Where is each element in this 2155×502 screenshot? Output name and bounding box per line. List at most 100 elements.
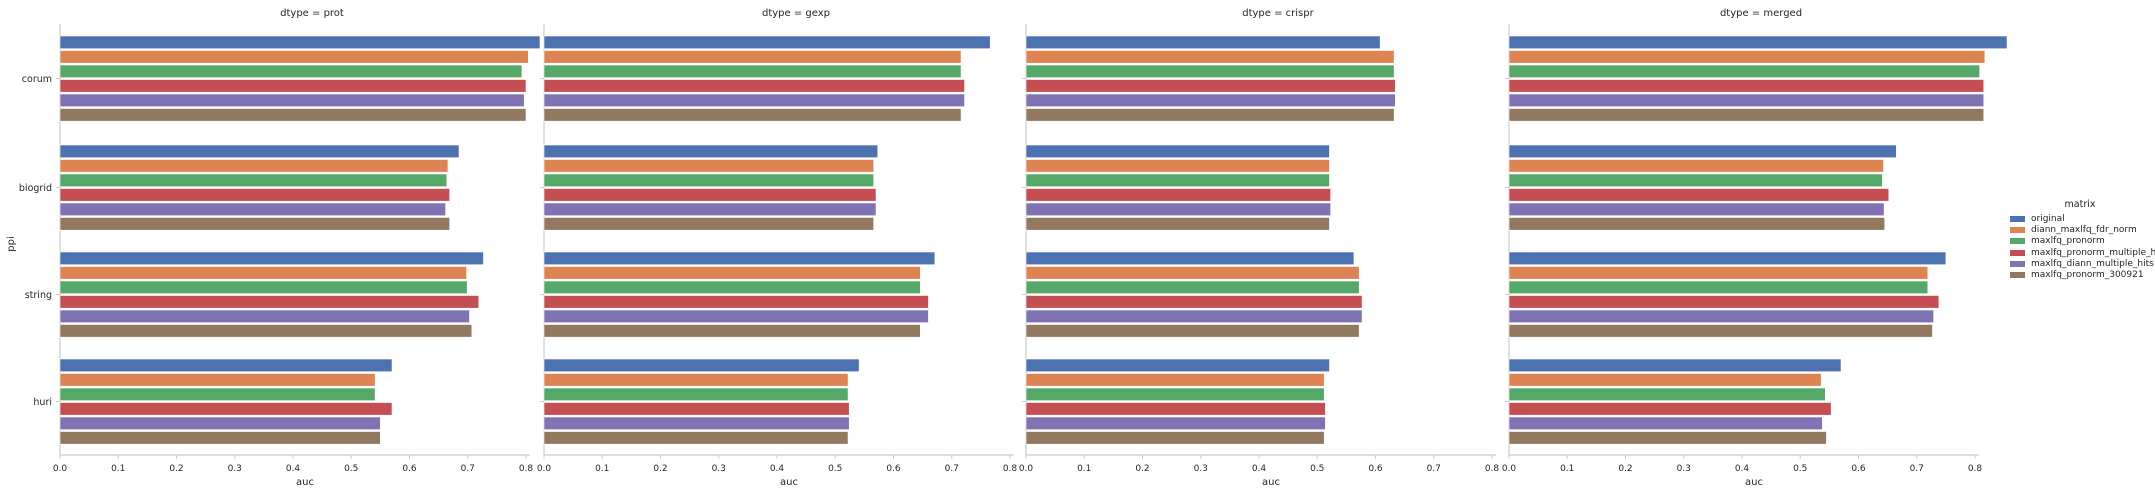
bar-prot-corum-maxlfq_pronorm_multiple_hits [59,79,527,93]
x-tick-label: 0.7 [1427,464,1441,474]
bar-prot-corum-maxlfq_pronorm_300921 [59,108,527,122]
x-tick-label: 0.7 [461,464,475,474]
x-tick-label: 0.3 [712,464,726,474]
bar-prot-huri-maxlfq_pronorm_multiple_hits [59,402,393,416]
x-tick-label: 0.8 [1003,464,1018,474]
bar-gexp-huri-maxlfq_pronorm_300921 [543,431,849,445]
x-tick-label: 0.6 [1368,464,1383,474]
bar-crispr-huri-maxlfq_diann_multiple_hits [1025,416,1326,430]
bar-merged-corum-diann_maxlfq_fdr_norm [1508,50,1986,64]
y-tick-label-corum: corum [22,74,52,85]
bar-prot-corum-maxlfq_diann_multiple_hits [59,93,525,107]
legend-items: original diann_maxlfq_fdr_norm maxlfq_pron… [2010,213,2155,281]
bar-gexp-string-maxlfq_pronorm_multiple_hits [543,295,929,309]
facet-panel-prot [56,24,541,459]
x-tick-label: 0.0 [537,464,552,474]
legend-title: matrix [2064,199,2096,210]
bar-merged-biogrid-maxlfq_pronorm_300921 [1508,217,1886,231]
bar-prot-corum-diann_maxlfq_fdr_norm [59,50,529,64]
bar-gexp-huri-maxlfq_pronorm [543,387,849,401]
x-axis-label: auc [780,477,798,488]
bar-crispr-corum-maxlfq_diann_multiple_hits [1025,93,1396,107]
legend-item: original [2010,213,2150,224]
bar-crispr-string-maxlfq_pronorm_multiple_hits [1025,295,1363,309]
legend-item: maxlfq_diann_multiple_hits [2010,258,2154,269]
bar-prot-corum-maxlfq_pronorm [59,64,523,78]
x-tick-label: 0.8 [1968,464,1983,474]
y-tick-label-huri: huri [33,397,52,408]
bar-gexp-corum-maxlfq_diann_multiple_hits [543,93,965,107]
bar-prot-string-maxlfq_pronorm_300921 [59,324,473,338]
bar-prot-string-maxlfq_diann_multiple_hits [59,309,470,323]
legend-swatch [2010,238,2025,245]
x-tick-label: 0.4 [1252,464,1267,474]
bar-crispr-string-maxlfq_pronorm_300921 [1025,324,1360,338]
bar-gexp-corum-diann_maxlfq_fdr_norm [543,50,962,64]
bar-merged-string-maxlfq_diann_multiple_hits [1508,309,1934,323]
legend-swatch [2010,226,2025,233]
x-tick-label: 0.6 [886,464,901,474]
bar-gexp-huri-diann_maxlfq_fdr_norm [543,373,849,387]
x-tick-label: 0.5 [1310,464,1324,474]
legend-item: maxlfq_pronorm_300921 [2010,269,2150,280]
bar-gexp-string-original [543,251,936,265]
x-tick-label: 0.6 [1851,464,1866,474]
bar-crispr-string-maxlfq_diann_multiple_hits [1025,309,1363,323]
legend-item: maxlfq_pronorm_multiple_hits [2010,247,2155,258]
bar-gexp-huri-original [543,358,860,372]
bar-prot-corum-original [59,35,541,49]
bar-gexp-string-diann_maxlfq_fdr_norm [543,266,921,280]
x-tick-label: 0.7 [1910,464,1924,474]
bar-crispr-biogrid-maxlfq_pronorm_300921 [1025,217,1330,231]
legend-swatch [2010,272,2025,279]
bar-merged-huri-maxlfq_pronorm_300921 [1508,431,1827,445]
x-tick-label: 0.0 [53,464,68,474]
bar-gexp-corum-original [543,35,991,49]
x-tick-label: 0.2 [1618,464,1632,474]
bar-prot-biogrid-original [59,144,460,158]
bar-crispr-string-original [1025,251,1355,265]
bar-prot-string-maxlfq_pronorm [59,280,468,294]
bar-merged-corum-maxlfq_pronorm_300921 [1508,108,1985,122]
x-axis-label: auc [1262,477,1280,488]
bar-prot-huri-maxlfq_pronorm [59,387,376,401]
legend-swatch [2010,215,2025,222]
bar-crispr-biogrid-original [1025,144,1330,158]
bar-prot-huri-diann_maxlfq_fdr_norm [59,373,376,387]
bar-crispr-biogrid-maxlfq_diann_multiple_hits [1025,202,1331,216]
x-tick-label: 0.4 [1735,464,1750,474]
x-tick-label: 0.3 [1677,464,1691,474]
bar-gexp-string-maxlfq_pronorm [543,280,921,294]
legend-label: maxlfq_pronorm [2031,236,2105,247]
bar-merged-biogrid-original [1508,144,1897,158]
bar-prot-biogrid-diann_maxlfq_fdr_norm [59,159,449,173]
x-tick-label: 0.1 [1560,464,1574,474]
x-tick-label: 0.0 [1019,464,1034,474]
bar-gexp-huri-maxlfq_pronorm_multiple_hits [543,402,850,416]
x-tick-label: 0.7 [945,464,959,474]
x-tick-label: 0.8 [1485,464,1500,474]
x-tick-label: 0.3 [228,464,242,474]
bar-crispr-biogrid-maxlfq_pronorm_multiple_hits [1025,188,1331,202]
x-tick-label: 0.1 [1077,464,1091,474]
bar-crispr-huri-maxlfq_pronorm_multiple_hits [1025,402,1326,416]
bar-merged-huri-maxlfq_pronorm [1508,387,1826,401]
bar-merged-corum-maxlfq_pronorm [1508,64,1980,78]
bar-crispr-biogrid-maxlfq_pronorm [1025,173,1330,187]
bar-gexp-biogrid-maxlfq_pronorm_multiple_hits [543,188,877,202]
bar-gexp-biogrid-maxlfq_diann_multiple_hits [543,202,877,216]
bar-merged-string-maxlfq_pronorm_300921 [1508,324,1933,338]
x-tick-label: 0.3 [1194,464,1208,474]
bar-merged-corum-original [1508,35,2008,49]
bar-prot-string-original [59,251,484,265]
bar-merged-biogrid-maxlfq_diann_multiple_hits [1508,202,1885,216]
bar-gexp-corum-maxlfq_pronorm_300921 [543,108,962,122]
x-axis-label: auc [296,477,314,488]
legend-swatch [2010,260,2025,267]
bar-merged-biogrid-maxlfq_pronorm_multiple_hits [1508,188,1890,202]
bar-crispr-corum-maxlfq_pronorm_multiple_hits [1025,79,1396,93]
legend-label: original [2031,213,2065,224]
bar-merged-huri-original [1508,358,1842,372]
